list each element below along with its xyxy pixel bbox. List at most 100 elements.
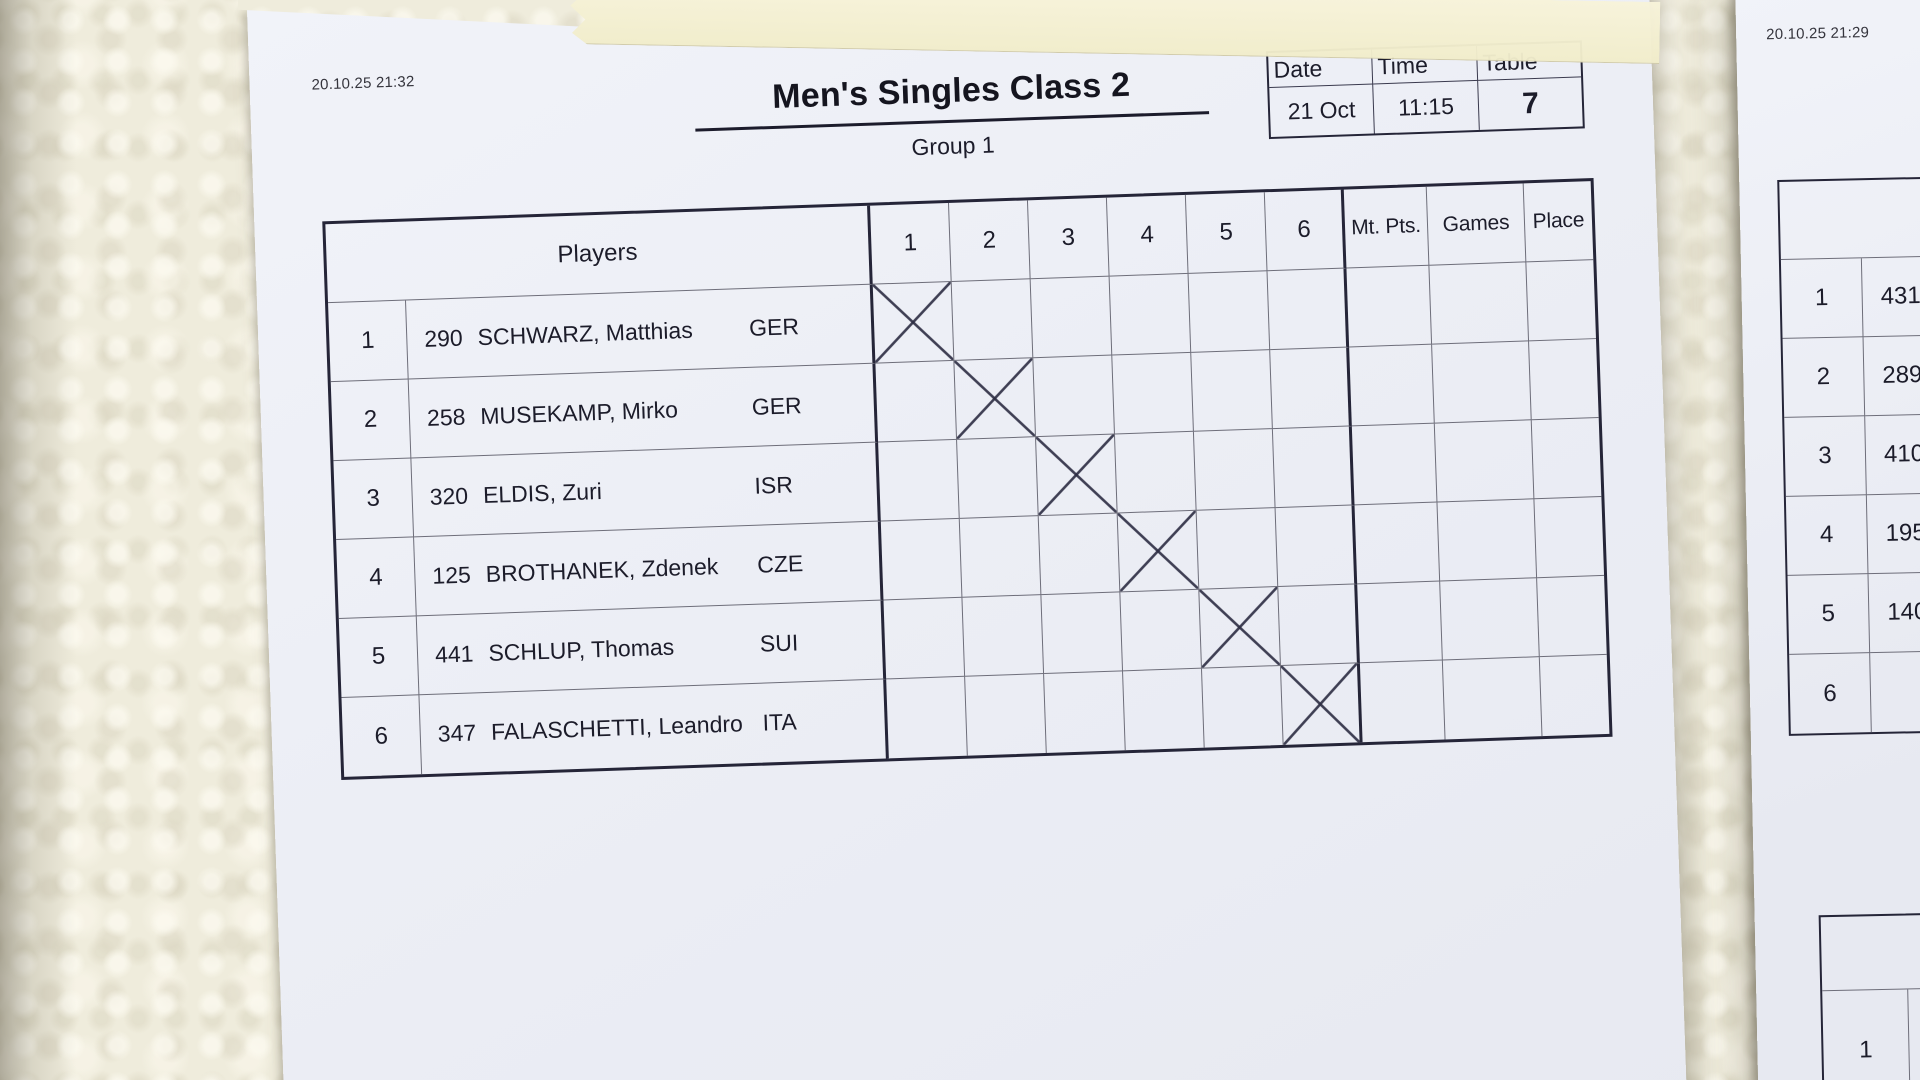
round-col-header-4: 4: [1106, 194, 1189, 277]
mt-pts-cell: [1359, 660, 1446, 743]
sheet-title: Men's Singles Class 2: [771, 65, 1131, 116]
score-cell: [1275, 505, 1358, 588]
seed-cell: 2: [1782, 337, 1866, 418]
player-name: MUSEKAMP, Mirko: [479, 395, 679, 429]
score-cell: [959, 516, 1042, 598]
table-number: 7: [1521, 86, 1540, 120]
mt-pts-cell: [1346, 265, 1433, 348]
score-cell: [1278, 584, 1360, 666]
score-cell: [878, 439, 960, 522]
score-cell: [886, 676, 968, 759]
mt-pts-cell: [1349, 344, 1435, 427]
print-timestamp: 20.10.25 21:32: [311, 73, 415, 94]
games-cell: [1440, 578, 1540, 661]
left-wall-shadow: [0, 0, 90, 1080]
score-cell: [957, 437, 1039, 519]
mt-pts-cell: [1357, 581, 1443, 664]
player-id: 347: [437, 719, 477, 747]
results-table: Players 1 2 3 4 5 6 Mt. Pts. Games Place…: [322, 178, 1613, 781]
player-id: 140: [1868, 571, 1920, 654]
seed-cell: 3: [1784, 416, 1867, 497]
score-cell-crossed: [1036, 434, 1118, 517]
score-cell: [1201, 665, 1284, 748]
round-col-header-6: 6: [1264, 189, 1347, 272]
score-cell-crossed: [1280, 663, 1363, 745]
time-value: 11:15: [1373, 80, 1480, 134]
score-cell: [1196, 508, 1279, 590]
score-cell: [1188, 271, 1271, 353]
score-cell: [1193, 429, 1276, 511]
right-lower-header-cell: [1820, 913, 1920, 992]
player-name: ELDIS, Zuri: [482, 477, 603, 508]
mt-pts-cell: [1354, 502, 1441, 585]
round-col-header-1: 1: [870, 202, 952, 285]
country-code: SUI: [759, 628, 799, 657]
score-cell: [962, 595, 1045, 677]
games-cell: [1432, 341, 1532, 424]
player-id: 320: [429, 482, 469, 510]
player-name: SCHWARZ, Matthias: [477, 316, 694, 350]
player-id: [1870, 650, 1920, 732]
score-cell: [875, 360, 958, 443]
player-id: 410: [1865, 413, 1920, 496]
place-cell: [1540, 655, 1610, 736]
games-cell: [1442, 657, 1543, 740]
seed-cell: 2: [330, 379, 412, 462]
place-cell: [1534, 496, 1605, 579]
score-cell: [1038, 513, 1121, 596]
player-id: 290: [423, 324, 464, 352]
mt-pts-header: Mt. Pts.: [1343, 186, 1430, 269]
date-value: 21 Oct: [1269, 84, 1375, 138]
player-id: 258: [426, 403, 466, 431]
score-cell: [1041, 592, 1124, 675]
player-name: FALASCHETTI, Leandro: [490, 710, 744, 745]
score-cell: [883, 597, 966, 680]
player-id: 195: [1866, 492, 1920, 575]
print-timestamp-right: 20.10.25 21:29: [1766, 24, 1870, 44]
seed-cell: 6: [341, 695, 423, 777]
right-sheet-lower-table: 1 1: [1818, 911, 1920, 1080]
title-block: Men's Singles Class 2 Group 1: [694, 62, 1211, 168]
main-sheet: 20.10.25 21:32 Men's Singles Class 2 Gro…: [246, 0, 1690, 1080]
seed-cell: 1: [1780, 258, 1864, 339]
round-col-header-3: 3: [1027, 197, 1110, 280]
games-cell: [1437, 499, 1538, 582]
country-code: ITA: [762, 708, 798, 736]
score-cell: [1112, 352, 1194, 435]
place-cell: [1526, 260, 1597, 342]
score-cell: [1109, 273, 1192, 356]
country-code: GER: [751, 391, 803, 420]
player-cell: 347 FALASCHETTI, Leandro ITA: [419, 679, 889, 775]
seed-cell: 1: [328, 300, 409, 383]
seed-cell: 5: [1787, 574, 1871, 655]
country-code: ISR: [754, 470, 794, 499]
right-upper-header-cell: [1779, 177, 1920, 260]
seed-cell: 4: [336, 537, 417, 620]
player-id: 1: [1908, 987, 1920, 1080]
player-name: BROTHANEK, Zdenek: [485, 552, 719, 587]
player-id: 431: [1861, 255, 1920, 338]
score-cell: [1272, 426, 1355, 509]
score-cell-crossed: [872, 281, 955, 364]
score-cell: [965, 674, 1047, 756]
score-cell: [1191, 350, 1273, 432]
player-name: SCHLUP, Thomas: [487, 633, 675, 666]
score-cell-crossed: [954, 358, 1037, 440]
games-header: Games: [1426, 183, 1527, 266]
country-code: GER: [748, 312, 800, 341]
score-cell: [1267, 268, 1350, 351]
score-cell: [1123, 668, 1205, 751]
right-sheet-upper-table: 1 431 2 289 3 410 4 195 5 140 6: [1777, 175, 1920, 736]
score-cell: [1044, 671, 1126, 753]
score-cell: [951, 279, 1034, 361]
player-id: 441: [434, 639, 474, 668]
score-cell-crossed: [1117, 510, 1200, 593]
place-cell: [1537, 575, 1607, 658]
place-cell: [1531, 418, 1602, 500]
round-col-header-2: 2: [948, 200, 1031, 282]
mt-pts-cell: [1351, 423, 1438, 506]
score-cell: [880, 518, 963, 601]
place-cell: [1529, 339, 1599, 421]
seed-cell: 4: [1785, 495, 1869, 576]
seed-cell: 3: [333, 458, 415, 541]
